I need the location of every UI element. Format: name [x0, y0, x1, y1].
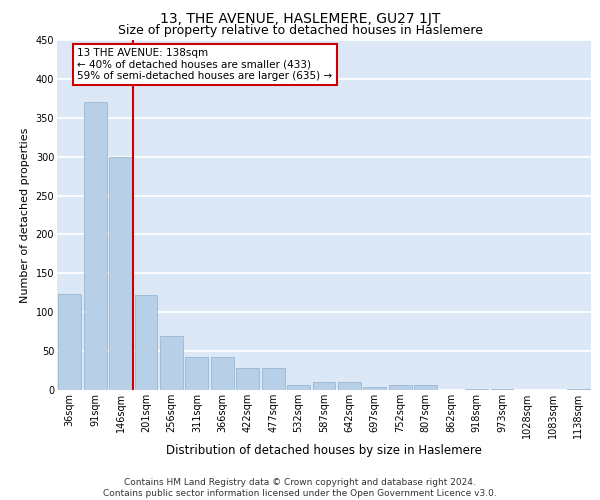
Bar	[109, 156, 132, 390]
Bar	[567, 389, 590, 390]
Text: Contains HM Land Registry data © Crown copyright and database right 2024.
Contai: Contains HM Land Registry data © Crown c…	[103, 478, 497, 498]
Bar	[211, 358, 234, 390]
Text: 13, THE AVENUE, HASLEMERE, GU27 1JT: 13, THE AVENUE, HASLEMERE, GU27 1JT	[160, 12, 440, 26]
Bar	[313, 382, 335, 390]
Y-axis label: Number of detached properties: Number of detached properties	[20, 128, 30, 302]
Bar	[185, 358, 208, 390]
Bar	[338, 382, 361, 390]
Bar	[262, 368, 284, 390]
Bar	[364, 387, 386, 390]
Bar	[236, 368, 259, 390]
Bar	[414, 386, 437, 390]
Bar	[160, 336, 183, 390]
Bar	[465, 389, 488, 390]
Text: 13 THE AVENUE: 138sqm
← 40% of detached houses are smaller (433)
59% of semi-det: 13 THE AVENUE: 138sqm ← 40% of detached …	[77, 48, 332, 81]
X-axis label: Distribution of detached houses by size in Haslemere: Distribution of detached houses by size …	[166, 444, 482, 456]
Bar	[491, 389, 514, 390]
Bar	[389, 386, 412, 390]
Bar	[58, 294, 81, 390]
Bar	[83, 102, 107, 390]
Text: Size of property relative to detached houses in Haslemere: Size of property relative to detached ho…	[118, 24, 482, 37]
Bar	[287, 384, 310, 390]
Bar	[134, 295, 157, 390]
